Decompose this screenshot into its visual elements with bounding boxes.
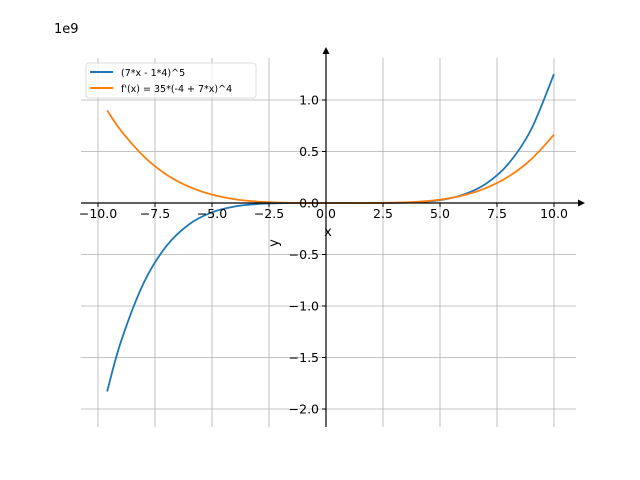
x-tick-label: −10.0 bbox=[79, 206, 117, 221]
x-tick-label: −7.5 bbox=[140, 206, 170, 221]
y-tick-label: −1.5 bbox=[289, 350, 319, 365]
y-tick-label: 0.5 bbox=[299, 144, 319, 159]
x-tick-label: 10.0 bbox=[540, 206, 568, 221]
y-tick-label: −1.0 bbox=[289, 299, 319, 314]
y-tick-label: −0.5 bbox=[289, 247, 319, 262]
series-line-1 bbox=[106, 109, 555, 204]
grid bbox=[81, 58, 576, 427]
x-axis-label: x bbox=[324, 225, 332, 240]
legend-box bbox=[85, 62, 257, 99]
y-axis-arrow-icon bbox=[322, 47, 330, 54]
x-tick-label: 5.0 bbox=[430, 206, 450, 221]
y-tick-label: 1.0 bbox=[299, 93, 319, 108]
x-tick-label: −2.5 bbox=[254, 206, 284, 221]
legend: (7*x - 1*4)^5 f'(x) = 35*(-4 + 7*x)^4 bbox=[85, 62, 257, 99]
x-tick-label: 2.5 bbox=[373, 206, 393, 221]
x-axis-arrow-icon bbox=[578, 199, 585, 207]
legend-label-1: f'(x) = 35*(-4 + 7*x)^4 bbox=[121, 84, 232, 95]
y-tick-label: −2.0 bbox=[289, 402, 319, 417]
x-tick-label: 7.5 bbox=[487, 206, 507, 221]
x-tick-label: 0.0 bbox=[316, 206, 336, 221]
y-tick-label: 0.0 bbox=[299, 196, 319, 211]
ticks: −10.0 −7.5 −5.0 −2.5 0.0 2.5 5.0 7.5 10.0 1.0 0.5 0… bbox=[79, 93, 568, 417]
legend-label-0: (7*x - 1*4)^5 bbox=[121, 68, 185, 79]
y-offset-label: 1e9 bbox=[54, 22, 79, 37]
axes bbox=[81, 47, 585, 427]
x-tick-label: −5.0 bbox=[197, 206, 227, 221]
y-axis-label: y bbox=[267, 239, 282, 247]
